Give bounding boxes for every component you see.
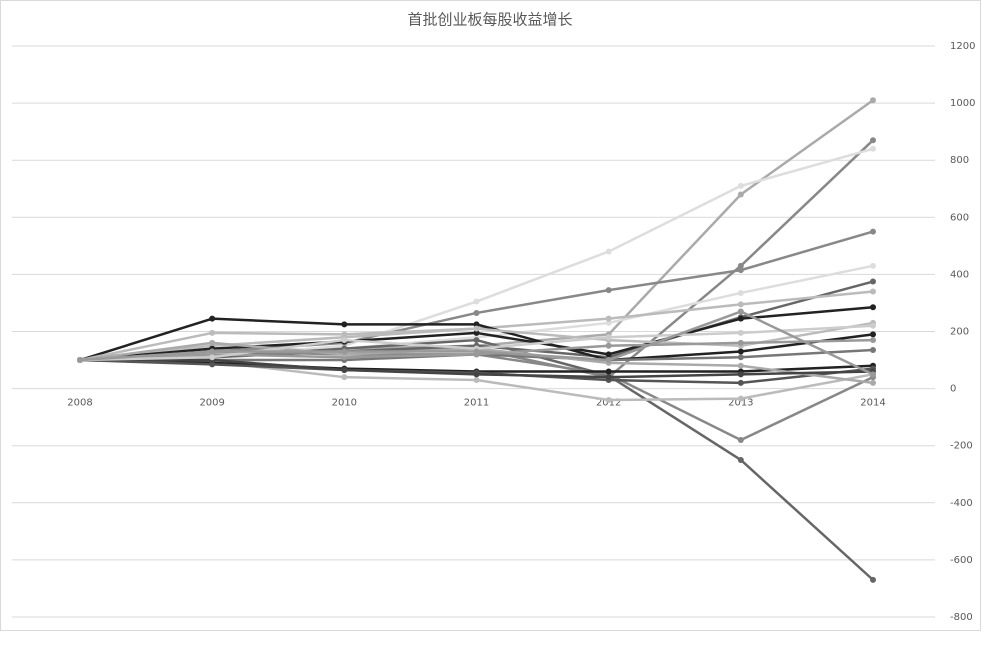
data-point xyxy=(737,301,744,308)
y-tick-label: 1200 xyxy=(950,41,975,52)
data-point xyxy=(473,329,480,336)
data-point xyxy=(473,348,480,355)
data-point xyxy=(341,331,348,338)
data-point xyxy=(870,371,876,378)
data-point xyxy=(605,248,612,255)
data-point xyxy=(870,337,876,344)
data-point xyxy=(737,262,744,269)
data-point xyxy=(870,576,876,583)
data-point xyxy=(209,354,216,361)
data-point xyxy=(737,354,744,361)
x-tick-label: 2014 xyxy=(860,398,885,409)
data-point xyxy=(870,322,876,329)
data-point xyxy=(341,348,348,355)
x-tick-label: 2011 xyxy=(464,398,489,409)
data-point xyxy=(870,262,876,269)
data-point xyxy=(473,321,480,328)
x-tick-label: 2010 xyxy=(332,398,357,409)
data-point xyxy=(473,325,480,332)
y-tick-label: 400 xyxy=(950,269,969,280)
x-tick-label: 2012 xyxy=(596,398,621,409)
y-tick-label: 200 xyxy=(950,327,969,338)
data-point xyxy=(77,357,83,364)
data-point xyxy=(209,339,216,346)
data-point xyxy=(341,321,348,328)
data-point xyxy=(605,315,612,322)
data-point xyxy=(209,348,216,355)
chart-frame xyxy=(0,0,981,631)
data-point xyxy=(473,309,480,316)
data-point xyxy=(341,337,348,344)
data-point xyxy=(605,397,612,404)
data-point xyxy=(870,304,876,311)
data-point xyxy=(605,374,612,381)
data-point xyxy=(737,267,744,274)
data-point xyxy=(209,329,216,336)
y-tick-label: 600 xyxy=(950,212,969,223)
data-point xyxy=(737,456,744,463)
data-point xyxy=(605,357,612,364)
data-point xyxy=(737,371,744,378)
y-tick-label: -800 xyxy=(950,612,973,623)
data-point xyxy=(605,334,612,341)
data-point xyxy=(737,379,744,386)
data-point xyxy=(341,367,348,374)
data-point xyxy=(473,298,480,305)
data-point xyxy=(209,315,216,322)
data-point xyxy=(737,315,744,322)
data-point xyxy=(870,288,876,295)
data-point xyxy=(473,337,480,344)
y-tick-label: 0 xyxy=(950,384,956,395)
x-tick-label: 2008 xyxy=(67,398,92,409)
data-point xyxy=(870,347,876,354)
data-point xyxy=(870,97,876,104)
y-tick-label: -600 xyxy=(950,555,973,566)
data-point xyxy=(737,329,744,336)
data-point xyxy=(737,348,744,355)
data-point xyxy=(737,191,744,198)
y-tick-label: -200 xyxy=(950,441,973,452)
data-point xyxy=(473,371,480,378)
data-point xyxy=(870,137,876,144)
x-tick-label: 2013 xyxy=(728,398,753,409)
data-point xyxy=(737,395,744,402)
data-point xyxy=(870,379,876,386)
data-point xyxy=(870,278,876,285)
data-point xyxy=(737,289,744,296)
y-tick-label: -400 xyxy=(950,498,973,509)
data-point xyxy=(870,228,876,235)
data-point xyxy=(870,331,876,338)
y-tick-label: 1000 xyxy=(950,98,975,109)
data-point xyxy=(737,182,744,189)
chart-title: 首批创业板每股收益增长 xyxy=(407,11,572,29)
data-point xyxy=(341,374,348,381)
data-point xyxy=(605,319,612,326)
data-point xyxy=(605,342,612,349)
data-point xyxy=(605,351,612,358)
data-point xyxy=(473,377,480,384)
data-point xyxy=(870,145,876,152)
data-point xyxy=(737,339,744,346)
y-tick-label: 800 xyxy=(950,155,969,166)
data-point xyxy=(209,361,216,368)
data-point xyxy=(737,436,744,443)
data-point xyxy=(737,362,744,369)
data-point xyxy=(605,287,612,294)
data-point xyxy=(605,368,612,375)
x-tick-label: 2009 xyxy=(199,398,224,409)
data-point xyxy=(737,308,744,315)
